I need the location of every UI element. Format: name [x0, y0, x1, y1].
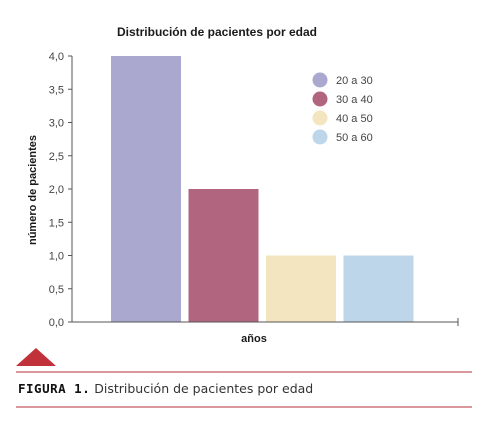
- legend-swatch-2: [312, 91, 328, 107]
- y-ticks-group: 0,0 0,5 1,0 1,5 2,0 2,5 3,0 3,5 4,0: [49, 51, 72, 329]
- caption-text: Distribución de pacientes por edad: [94, 381, 314, 396]
- figure-caption: FIGURA 1. Distribución de pacientes por …: [18, 381, 313, 396]
- bars-group: [111, 56, 414, 322]
- bar-2: [188, 189, 259, 322]
- bar-4: [343, 255, 414, 322]
- triangle-marker-icon: [16, 348, 56, 366]
- y-tick-label: 0,0: [49, 317, 64, 329]
- legend-swatch-3: [312, 110, 328, 126]
- legend-label-2: 30 a 40: [336, 94, 373, 106]
- caption-prefix: FIGURA 1.: [18, 381, 91, 396]
- y-tick-label: 2,0: [49, 184, 64, 196]
- legend-swatch-4: [312, 129, 328, 145]
- legend-label-3: 40 a 50: [336, 113, 373, 125]
- y-tick-label: 3,5: [49, 84, 64, 96]
- y-tick-label: 1,0: [49, 251, 64, 263]
- bar-1: [111, 56, 181, 322]
- y-axis-label: número de pacientes: [27, 135, 39, 245]
- y-tick-label: 3,0: [49, 118, 64, 130]
- legend: 20 a 30 30 a 40 40 a 50 50 a 60: [312, 72, 373, 145]
- y-tick-label: 4,0: [49, 51, 64, 63]
- y-tick-label: 2,5: [49, 151, 64, 163]
- y-tick-label: 1,5: [49, 217, 64, 229]
- legend-label-1: 20 a 30: [336, 75, 373, 87]
- bar-3: [266, 255, 336, 322]
- y-tick-label: 0,5: [49, 284, 64, 296]
- legend-label-4: 50 a 60: [336, 132, 373, 144]
- x-axis-label: años: [241, 333, 267, 345]
- chart-title: Distribución de pacientes por edad: [117, 25, 317, 39]
- legend-swatch-1: [312, 72, 328, 88]
